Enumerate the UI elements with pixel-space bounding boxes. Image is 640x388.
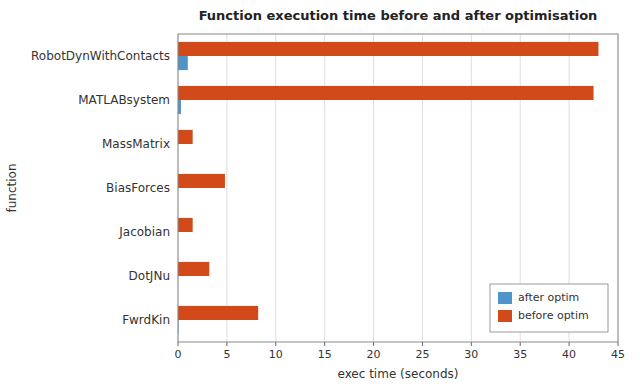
- x-tick: [226, 342, 227, 346]
- x-tick-label: 5: [223, 348, 230, 361]
- x-tick: [373, 342, 374, 346]
- x-tick: [422, 342, 423, 346]
- x-tick-label: 40: [562, 348, 576, 361]
- y-tick-label: MassMatrix: [102, 137, 170, 151]
- bars: [178, 42, 598, 334]
- chart-svg: 0 5 10 15 20 25 30 35 40 45 RobotDynWithContacts MA…: [0, 0, 640, 388]
- grid-line: [226, 34, 227, 342]
- grid-line: [422, 34, 423, 342]
- bar: [178, 56, 188, 70]
- x-axis-label: exec time (seconds): [337, 367, 458, 381]
- bar: [178, 262, 209, 276]
- x-tick-label: 25: [415, 348, 429, 361]
- y-tick-label: FwrdKin: [122, 313, 170, 327]
- x-tick-label: 0: [175, 348, 182, 361]
- x-tick-label: 35: [513, 348, 527, 361]
- x-tick-label: 10: [269, 348, 283, 361]
- x-tick-label: 15: [318, 348, 332, 361]
- legend-label: after optim: [518, 291, 579, 304]
- y-tick-label: DotJNu: [129, 269, 170, 283]
- y-axis-label: function: [5, 163, 19, 212]
- y-tick-label: BiasForces: [106, 181, 170, 195]
- legend-swatch: [498, 292, 512, 304]
- legend: after optim before optim: [490, 284, 608, 332]
- legend-label: before optim: [518, 309, 589, 322]
- x-tick: [324, 342, 325, 346]
- bar: [178, 174, 225, 188]
- title: Function execution time before and after…: [199, 8, 598, 23]
- bar: [178, 86, 594, 100]
- x-tick: [275, 342, 276, 346]
- y-tick-label: MATLABsystem: [78, 93, 170, 107]
- grid-line: [275, 34, 276, 342]
- grid-line: [324, 34, 325, 342]
- x-tick-label: 20: [367, 348, 381, 361]
- grid-line: [373, 34, 374, 342]
- legend-swatch: [498, 310, 512, 322]
- x-tick: [618, 342, 619, 346]
- legend-box: [490, 284, 608, 332]
- chart-container: 0 5 10 15 20 25 30 35 40 45 RobotDynWithContacts MA…: [0, 0, 640, 388]
- x-tick: [520, 342, 521, 346]
- y-tick-label: Jacobian: [118, 225, 170, 239]
- bar: [178, 218, 193, 232]
- x-tick-label: 45: [611, 348, 625, 361]
- y-tick-label: RobotDynWithContacts: [31, 49, 170, 63]
- x-tick: [569, 342, 570, 346]
- x-tick-label: 30: [464, 348, 478, 361]
- grid-line: [471, 34, 472, 342]
- plot-frame: [178, 34, 618, 342]
- bar: [178, 306, 258, 320]
- x-tick: [471, 342, 472, 346]
- grid: [178, 34, 618, 342]
- x-tick: [178, 342, 179, 346]
- bar: [178, 42, 598, 56]
- bar: [178, 130, 193, 144]
